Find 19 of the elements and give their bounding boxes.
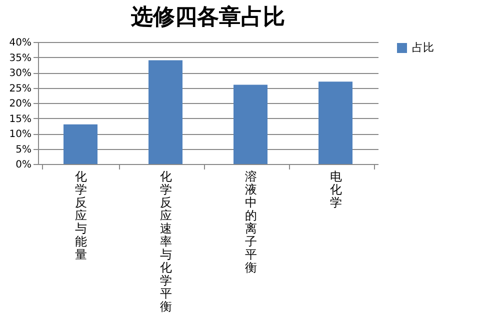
x-tick-label: 电化学 — [330, 170, 342, 210]
y-tick-label: 35% — [9, 52, 32, 64]
y-tick-label: 15% — [9, 114, 32, 125]
y-tick-label: 0% — [16, 160, 32, 170]
y-tick-label: 40% — [9, 38, 32, 48]
x-tick-label: 溶液中的离子平衡 — [245, 170, 257, 274]
y-tick-label: 30% — [9, 68, 32, 79]
y-tick-label: 25% — [9, 83, 32, 94]
legend-label: 占比 — [412, 41, 434, 54]
bar — [64, 124, 98, 164]
bar — [318, 82, 352, 164]
bar — [234, 84, 268, 164]
category-label: 化学反应速率与化学平衡 — [160, 170, 172, 314]
y-tick-label: 10% — [9, 129, 32, 140]
x-tick-label: 化学反应与能量 — [75, 170, 87, 262]
bar — [148, 60, 182, 164]
y-tick-label: 5% — [16, 144, 32, 156]
y-tick-label: 20% — [9, 98, 32, 110]
chart-title: 选修四各章占比 — [130, 4, 285, 30]
